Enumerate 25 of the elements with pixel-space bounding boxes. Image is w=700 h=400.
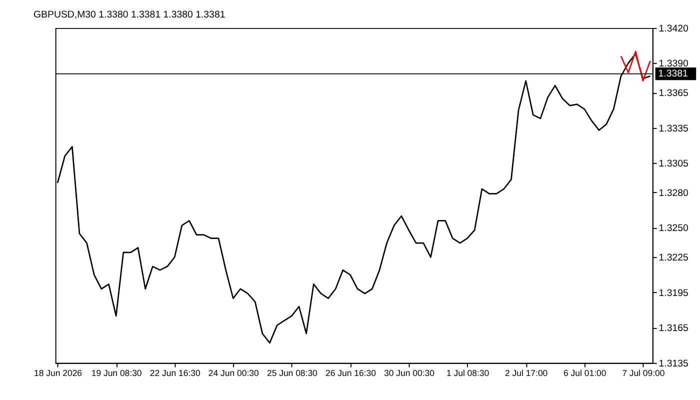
- y-tick-label: 1.3365: [658, 88, 688, 100]
- y-tick-label: 1.3195: [658, 288, 688, 299]
- x-tick-label: 7 Jul 09:00: [622, 368, 665, 378]
- y-tick-label: 1.3420: [658, 23, 689, 34]
- y-tick-label: 1.3135: [658, 358, 688, 370]
- y-tick-label: 1.3335: [658, 123, 688, 134]
- line-series: [620, 50, 651, 82]
- y-tick-label: 1.3390: [658, 58, 689, 70]
- x-tick-label: 2 Jul 17:00: [504, 368, 548, 378]
- x-tick-label: 6 Jul 01:00: [564, 368, 606, 378]
- y-tick-label: 1.3250: [658, 223, 689, 234]
- ref-line-label: 1.3381: [658, 68, 688, 80]
- y-tick-label: 1.3225: [658, 252, 688, 264]
- y-tick-label: 1.3280: [658, 188, 689, 199]
- y-tick-label: 1.3165: [658, 323, 688, 334]
- x-tick-label: 19 Jun 08:30: [91, 368, 142, 378]
- x-tick-label: 22 Jun 16:30: [150, 368, 200, 378]
- chart-title: GBPUSD,M30 1.3380 1.3381 1.3380 1.3381: [33, 9, 226, 20]
- x-tick-label: 30 Jun 00:30: [384, 368, 435, 378]
- x-tick-label: 18 Jun 2026: [34, 368, 82, 378]
- y-tick-label: 1.3305: [658, 158, 688, 170]
- x-tick-label: 26 Jun 16:30: [326, 368, 376, 378]
- x-tick-label: 25 Jun 08:30: [266, 368, 318, 378]
- x-tick-label: 24 Jun 00:30: [208, 368, 259, 378]
- x-tick-label: 1 Jul 08:30: [446, 368, 490, 378]
